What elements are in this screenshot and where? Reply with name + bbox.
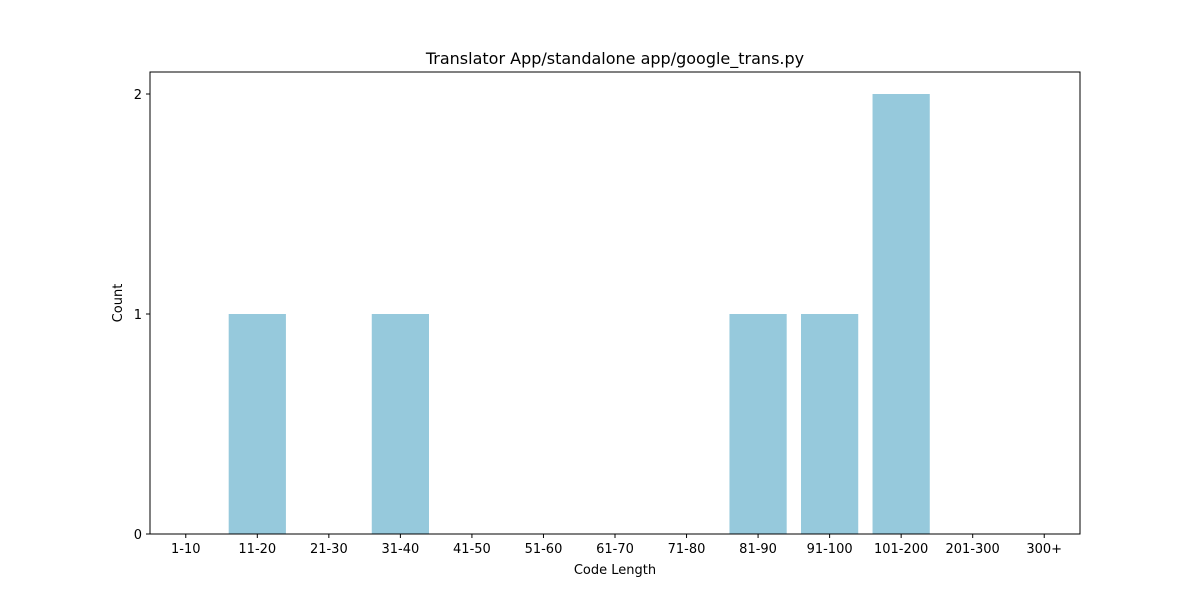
x-tick-label: 41-50 bbox=[453, 542, 491, 557]
y-tick-label: 2 bbox=[134, 88, 142, 103]
bars-group bbox=[228, 94, 930, 534]
x-tick-label: 31-40 bbox=[381, 542, 419, 557]
x-tick-label: 61-70 bbox=[596, 542, 634, 557]
bar-31-40 bbox=[371, 314, 429, 534]
x-tick-label: 91-100 bbox=[807, 542, 853, 557]
x-tick-label: 51-60 bbox=[525, 542, 563, 557]
bar-81-90 bbox=[729, 314, 787, 534]
bar-101-200 bbox=[872, 94, 930, 534]
plot-frame bbox=[149, 71, 1081, 535]
x-tick-label: 21-30 bbox=[310, 542, 348, 557]
x-tick-label: 81-90 bbox=[739, 542, 777, 557]
x-tick-label: 71-80 bbox=[668, 542, 706, 557]
y-axis-label: Count bbox=[111, 284, 126, 323]
bar-11-20 bbox=[228, 314, 286, 534]
chart-title: Translator App/standalone app/google_tra… bbox=[425, 49, 804, 69]
x-axis-ticks: 1-10 11-20 21-30 31-40 41-50 51-60 61-70 71-80 8… bbox=[171, 534, 1062, 557]
x-tick-label: 201-300 bbox=[946, 542, 1000, 557]
y-tick-label: 1 bbox=[134, 308, 142, 323]
x-axis-label: Code Length bbox=[574, 563, 656, 578]
x-tick-label: 1-10 bbox=[171, 542, 201, 557]
x-tick-label: 300+ bbox=[1026, 542, 1062, 557]
y-tick-label: 0 bbox=[134, 528, 142, 543]
y-axis-ticks: 0 1 2 bbox=[134, 88, 150, 543]
bar-91-100 bbox=[801, 314, 859, 534]
x-tick-label: 101-200 bbox=[874, 542, 928, 557]
x-tick-label: 11-20 bbox=[238, 542, 276, 557]
